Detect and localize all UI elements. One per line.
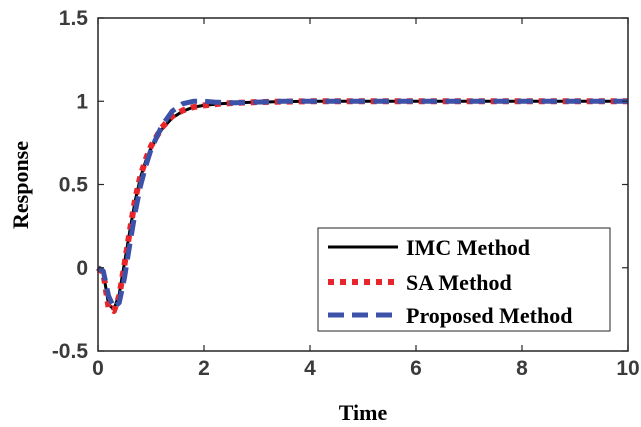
legend-label-imc: IMC Method [406,235,530,260]
series-layer [95,98,628,314]
x-tick-label: 8 [516,357,528,380]
y-tick-label: 0 [76,257,88,280]
legend-label-proposed: Proposed Method [406,303,572,328]
ticks-layer: 0 2 4 6 8 10-0.500.511.5 [52,7,640,380]
series-line-proposed-method [96,98,628,311]
x-tick-label: 10 [616,357,639,380]
x-tick-label: 2 [198,357,210,380]
legend-label-sa: SA Method [406,270,512,295]
y-tick-label: 1.5 [59,7,89,30]
legend: IMC Method SA Method Proposed Method [317,227,611,332]
x-tick-label: 4 [304,357,316,380]
x-axis-label: Time [339,400,388,425]
x-tick-label: 0 [92,357,104,380]
x-tick-label: 6 [410,357,422,380]
y-tick-label: -0.5 [52,340,89,363]
y-tick-label: 1 [76,90,88,113]
y-tick-label: 0.5 [59,174,89,197]
y-axis-label: Response [8,141,33,229]
